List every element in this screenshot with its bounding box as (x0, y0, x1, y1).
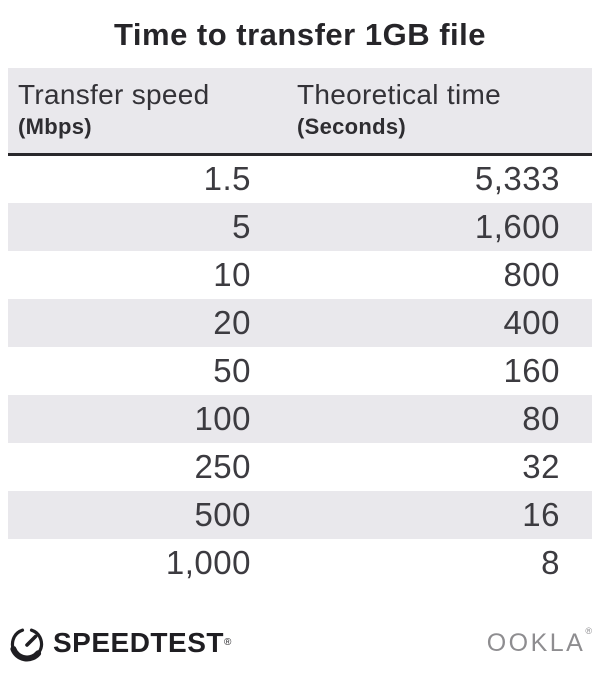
ookla-registered-mark: ® (585, 625, 592, 636)
transfer-time-table-container: Transfer speed (Mbps) Theoretical time (… (8, 68, 592, 587)
table-row: 20 400 (8, 298, 592, 347)
speedtest-gauge-icon (10, 628, 44, 661)
table-row: 100 80 (8, 394, 592, 443)
time-cell: 160 (503, 351, 560, 389)
column-header-transfer-speed: Transfer speed (Mbps) (8, 68, 252, 156)
table-header: Transfer speed (Mbps) Theoretical time (… (8, 68, 592, 156)
speedtest-wordmark: SPEEDTEST (53, 626, 224, 658)
footer: SPEEDTEST ® OOKLA® (8, 624, 592, 662)
table-row: 50 160 (8, 347, 592, 395)
time-cell: 8 (541, 543, 560, 581)
time-cell: 16 (522, 495, 560, 533)
speed-cell: 100 (194, 399, 251, 437)
table-body: 1.5 5,333 5 1,600 10 800 20 400 50 160 100 80 250 32 5… (8, 155, 592, 587)
page-title: Time to transfer 1GB file (114, 17, 486, 52)
speed-cell: 10 (213, 255, 251, 293)
table-row: 10 800 (8, 251, 592, 299)
table-row: 500 16 (8, 490, 592, 539)
table-row: 250 32 (8, 443, 592, 491)
ookla-wordmark: OOKLA (486, 628, 586, 657)
speed-cell: 20 (213, 303, 251, 341)
header-row: Transfer speed (Mbps) Theoretical time (… (8, 68, 592, 156)
speed-cell: 1.5 (203, 160, 251, 198)
table-row: 5 1,600 (8, 202, 592, 251)
table-row: 1,000 8 (8, 539, 592, 587)
time-cell: 32 (522, 447, 560, 485)
column-label: Transfer speed (18, 79, 210, 110)
speedtest-logo: SPEEDTEST ® (8, 624, 231, 662)
column-header-theoretical-time: Theoretical time (Seconds) (252, 68, 592, 156)
time-cell: 800 (503, 255, 560, 293)
speed-cell: 1,000 (165, 543, 251, 581)
column-unit: (Mbps) (18, 114, 92, 139)
time-cell: 400 (503, 303, 560, 341)
time-cell: 1,600 (474, 207, 560, 245)
speed-cell: 250 (194, 447, 251, 485)
speed-cell: 5 (232, 207, 251, 245)
ookla-logo: OOKLA® (487, 624, 592, 662)
time-cell: 80 (522, 399, 560, 437)
table-row: 1.5 5,333 (8, 155, 592, 203)
column-unit: (Seconds) (297, 114, 407, 139)
speed-cell: 50 (213, 351, 251, 389)
column-label: Theoretical time (297, 79, 501, 110)
time-cell: 5,333 (474, 160, 560, 198)
speedtest-registered-mark: ® (223, 636, 232, 648)
speed-cell: 500 (194, 495, 251, 533)
transfer-time-table: Transfer speed (Mbps) Theoretical time (… (8, 68, 592, 587)
